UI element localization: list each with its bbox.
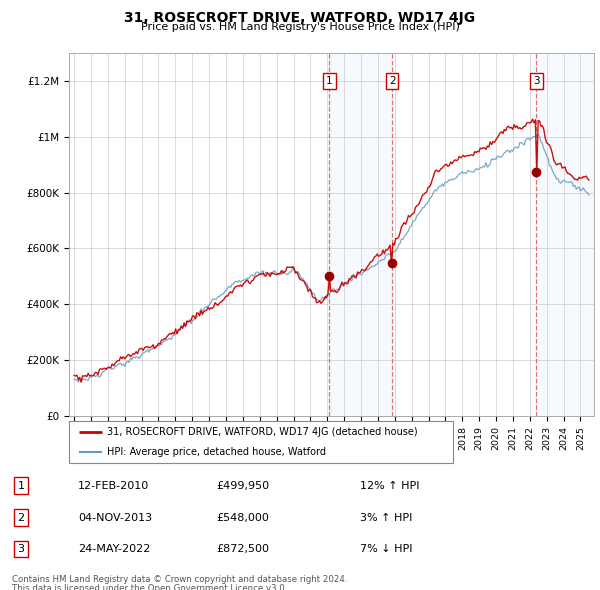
Text: This data is licensed under the Open Government Licence v3.0.: This data is licensed under the Open Gov… — [12, 584, 287, 590]
Text: 12-FEB-2010: 12-FEB-2010 — [78, 481, 149, 491]
Text: 24-MAY-2022: 24-MAY-2022 — [78, 544, 151, 554]
Text: £499,950: £499,950 — [216, 481, 269, 491]
Text: 04-NOV-2013: 04-NOV-2013 — [78, 513, 152, 523]
Text: Contains HM Land Registry data © Crown copyright and database right 2024.: Contains HM Land Registry data © Crown c… — [12, 575, 347, 584]
Text: 2: 2 — [17, 513, 25, 523]
Text: 1: 1 — [326, 76, 332, 86]
Text: HPI: Average price, detached house, Watford: HPI: Average price, detached house, Watf… — [107, 447, 326, 457]
Text: Price paid vs. HM Land Registry's House Price Index (HPI): Price paid vs. HM Land Registry's House … — [140, 22, 460, 32]
Bar — [536, 53, 594, 416]
Text: 3: 3 — [17, 544, 25, 554]
Text: 31, ROSECROFT DRIVE, WATFORD, WD17 4JG: 31, ROSECROFT DRIVE, WATFORD, WD17 4JG — [124, 11, 476, 25]
Text: £548,000: £548,000 — [216, 513, 269, 523]
Text: 1: 1 — [17, 481, 25, 491]
Text: 7% ↓ HPI: 7% ↓ HPI — [360, 544, 413, 554]
Text: 2: 2 — [389, 76, 395, 86]
Text: 3% ↑ HPI: 3% ↑ HPI — [360, 513, 412, 523]
Bar — [329, 53, 392, 416]
Text: 12% ↑ HPI: 12% ↑ HPI — [360, 481, 419, 491]
Text: 31, ROSECROFT DRIVE, WATFORD, WD17 4JG (detached house): 31, ROSECROFT DRIVE, WATFORD, WD17 4JG (… — [107, 427, 418, 437]
FancyBboxPatch shape — [69, 421, 453, 463]
Text: 3: 3 — [533, 76, 540, 86]
Text: £872,500: £872,500 — [216, 544, 269, 554]
